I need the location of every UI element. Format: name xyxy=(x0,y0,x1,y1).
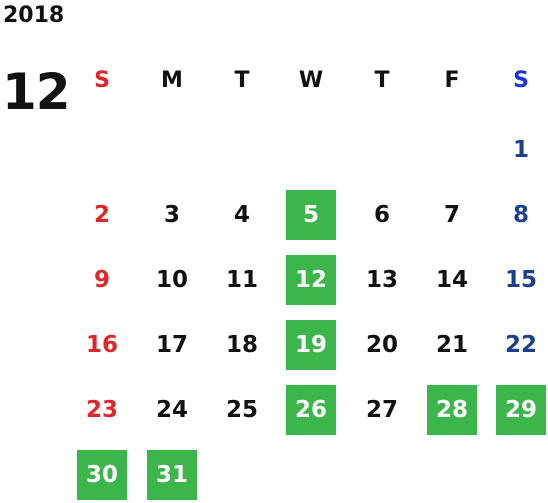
calendar-day[interactable]: 11 xyxy=(225,267,258,293)
weekday-header-wednesday: W xyxy=(298,67,324,93)
calendar-day-highlighted[interactable]: 28 xyxy=(427,385,477,435)
calendar-day-highlighted[interactable]: 19 xyxy=(286,320,336,370)
calendar-day[interactable]: 16 xyxy=(85,332,118,358)
calendar-day-highlighted[interactable]: 12 xyxy=(286,255,336,305)
calendar-month: 12 xyxy=(2,63,71,121)
calendar-day[interactable]: 20 xyxy=(365,332,398,358)
calendar-day-highlighted[interactable]: 31 xyxy=(147,450,197,500)
calendar-day[interactable]: 8 xyxy=(512,202,529,228)
weekday-header-thursday: T xyxy=(374,67,390,93)
calendar-day[interactable]: 7 xyxy=(443,202,460,228)
calendar-day[interactable]: 10 xyxy=(155,267,188,293)
calendar-day[interactable]: 27 xyxy=(365,397,398,423)
weekday-header-sunday: S xyxy=(94,67,110,93)
calendar-day[interactable]: 1 xyxy=(512,137,529,163)
weekday-header-tuesday: T xyxy=(234,67,250,93)
calendar-day[interactable]: 15 xyxy=(504,267,537,293)
weekday-header-saturday: S xyxy=(513,67,529,93)
calendar-day-highlighted[interactable]: 5 xyxy=(286,190,336,240)
calendar-day[interactable]: 23 xyxy=(85,397,118,423)
calendar-day[interactable]: 22 xyxy=(504,332,537,358)
calendar-day[interactable]: 13 xyxy=(365,267,398,293)
calendar-day[interactable]: 4 xyxy=(233,202,250,228)
calendar-day[interactable]: 14 xyxy=(435,267,468,293)
weekday-header-monday: M xyxy=(161,67,183,93)
weekday-header-friday: F xyxy=(444,67,460,93)
calendar-year: 2018 xyxy=(3,3,65,28)
calendar-day[interactable]: 9 xyxy=(93,267,110,293)
calendar-day-highlighted[interactable]: 26 xyxy=(286,385,336,435)
calendar-day[interactable]: 3 xyxy=(163,202,180,228)
calendar-day[interactable]: 18 xyxy=(225,332,258,358)
calendar-day[interactable]: 2 xyxy=(93,202,110,228)
calendar-day[interactable]: 21 xyxy=(435,332,468,358)
calendar-day[interactable]: 24 xyxy=(155,397,188,423)
calendar-day[interactable]: 6 xyxy=(373,202,390,228)
calendar-day[interactable]: 17 xyxy=(155,332,188,358)
calendar-day-highlighted[interactable]: 30 xyxy=(77,450,127,500)
calendar-day-highlighted[interactable]: 29 xyxy=(496,385,546,435)
calendar-day[interactable]: 25 xyxy=(225,397,258,423)
